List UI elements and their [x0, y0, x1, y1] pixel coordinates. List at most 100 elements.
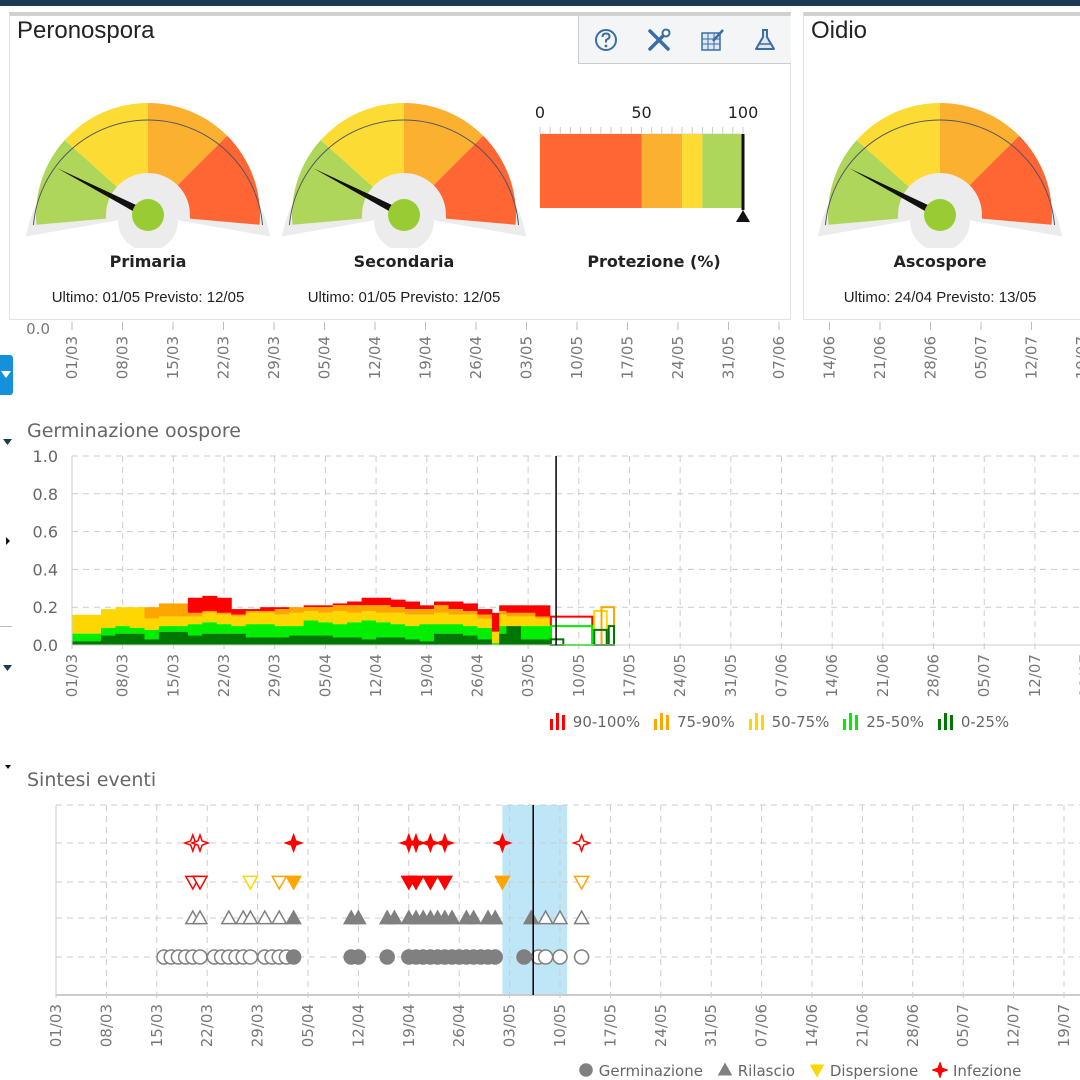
bar-0-25% [506, 626, 522, 645]
legend-item[interactable]: 50-75% [747, 713, 829, 731]
bar-50-75% [376, 612, 392, 623]
x-tick-label: 05/07 [975, 654, 993, 697]
gauge-band [177, 135, 260, 225]
x-tick-label: 05/07 [972, 336, 990, 379]
legend-item[interactable]: Infezione [931, 1060, 1021, 1080]
collapse-toggle-icon[interactable] [0, 436, 14, 448]
legend-item[interactable]: Germinazione [578, 1062, 703, 1080]
x-tick-label: 01/03 [63, 654, 81, 697]
event-marker-rilascio [386, 909, 403, 925]
x-tick-label: 05/04 [299, 1004, 317, 1047]
bar-25-50% [419, 624, 435, 642]
bar-50-75% [216, 614, 232, 625]
triangle-down-icon [809, 1064, 825, 1078]
event-marker-dispersione [191, 875, 209, 891]
gauge-hub [388, 199, 420, 231]
bar-25-50% [115, 626, 131, 634]
legend-item[interactable]: 90-100% [548, 713, 640, 731]
bar-50-75% [231, 616, 247, 627]
y-tick-label: 0.6 [33, 523, 58, 542]
x-tick-label: 31/05 [722, 654, 740, 697]
expand-toggle-icon[interactable] [0, 535, 14, 547]
x-tick-label: 08/03 [114, 654, 132, 697]
bar-50-75% [245, 612, 261, 625]
collapse-toggle-icon[interactable] [0, 662, 14, 674]
legend-label: 90-100% [572, 713, 641, 731]
edit-table-icon[interactable] [699, 27, 725, 53]
event-marker-dispersione [494, 875, 511, 891]
protection-segment [641, 134, 683, 208]
bar-0-25% [405, 639, 421, 645]
x-tick-label: 12/07 [1005, 1004, 1023, 1047]
bar-90-100% [448, 601, 464, 610]
events-chart-title: Sintesi eventi [27, 769, 157, 791]
bar-90-100% [506, 605, 522, 613]
x-tick-label: 28/06 [922, 336, 940, 379]
bar-50-75% [303, 610, 319, 621]
legend-item[interactable]: 75-90% [652, 713, 735, 731]
help-icon[interactable] [593, 27, 619, 53]
gauge-primaria [25, 103, 271, 248]
bar-50-75% [491, 631, 500, 644]
event-marker-germinazione [350, 949, 367, 965]
legend-item[interactable]: Rilascio [717, 1062, 795, 1080]
bar-75-90% [231, 614, 247, 617]
bar-0-25% [535, 639, 551, 645]
germination-chart-title: Germinazione oospore [27, 420, 241, 442]
bar-0-25% [115, 633, 131, 645]
bar-50-75% [332, 610, 348, 625]
star-icon [931, 1060, 950, 1080]
bar-0-25% [499, 633, 507, 645]
gauge-band [64, 103, 148, 187]
event-marker-dispersione [407, 875, 425, 891]
event-marker-dispersione [285, 875, 302, 891]
bar-25-50% [405, 626, 421, 640]
bar-75-90% [499, 610, 507, 615]
bar-75-90% [347, 605, 363, 613]
legend-label: Rilascio [732, 1062, 796, 1080]
bar-90-100% [462, 603, 478, 611]
bar-90-100% [535, 605, 551, 617]
x-tick-label: 03/05 [501, 1004, 519, 1047]
germination-chart: 0.0 0.2 0.4 0.6 0.8 1.0 01/03 08/03 15/03 22/03 29… [33, 447, 1080, 697]
event-marker-rilascio [443, 909, 461, 925]
bar-25-50% [231, 626, 247, 634]
x-tick-label: 26/04 [467, 336, 485, 379]
bar-50-75% [390, 612, 406, 625]
bar-25-50% [318, 622, 334, 636]
bar-75-90% [448, 609, 464, 615]
legend-item[interactable]: 0-25% [936, 713, 1009, 731]
gauge-ascospore [817, 103, 1063, 248]
bar-90-100% [434, 601, 449, 606]
tools-icon[interactable] [646, 27, 672, 53]
bar-75-90% [477, 614, 493, 619]
collapse-toggle-icon[interactable] [0, 762, 14, 772]
scale-label: 100 [728, 103, 759, 122]
x-tick-label: 29/03 [266, 654, 284, 697]
x-tick-label: 31/05 [720, 336, 738, 379]
bar-25-50% [477, 627, 493, 640]
bar-0-25% [231, 633, 247, 645]
protection-segment [682, 134, 703, 208]
bar-50-75% [72, 614, 102, 634]
legend-item[interactable]: Dispersione [809, 1062, 918, 1080]
bar-75-90% [332, 605, 348, 611]
x-tick-label: 24/05 [669, 336, 687, 379]
x-tick-label: 01/03 [47, 1004, 65, 1047]
x-tick-label: 12/04 [366, 336, 384, 379]
x-tick-label: 19/07 [1055, 1004, 1073, 1047]
flask-icon[interactable] [752, 27, 778, 53]
bar-50-75% [448, 614, 464, 625]
bar-25-50% [491, 643, 500, 645]
sidebar-toggle-button[interactable] [0, 355, 13, 395]
bar-75-90% [274, 609, 290, 615]
bar-0-25% [332, 637, 348, 645]
legend-item[interactable]: 25-50% [841, 713, 924, 731]
event-marker-rilascio [522, 909, 540, 925]
legend-marker [717, 1062, 733, 1076]
gauge-label: Secondaria [353, 252, 455, 271]
y-tick-label: 0.4 [33, 560, 58, 579]
event-marker-rilascio [285, 909, 302, 925]
gauge-label: Ascospore [893, 252, 987, 271]
